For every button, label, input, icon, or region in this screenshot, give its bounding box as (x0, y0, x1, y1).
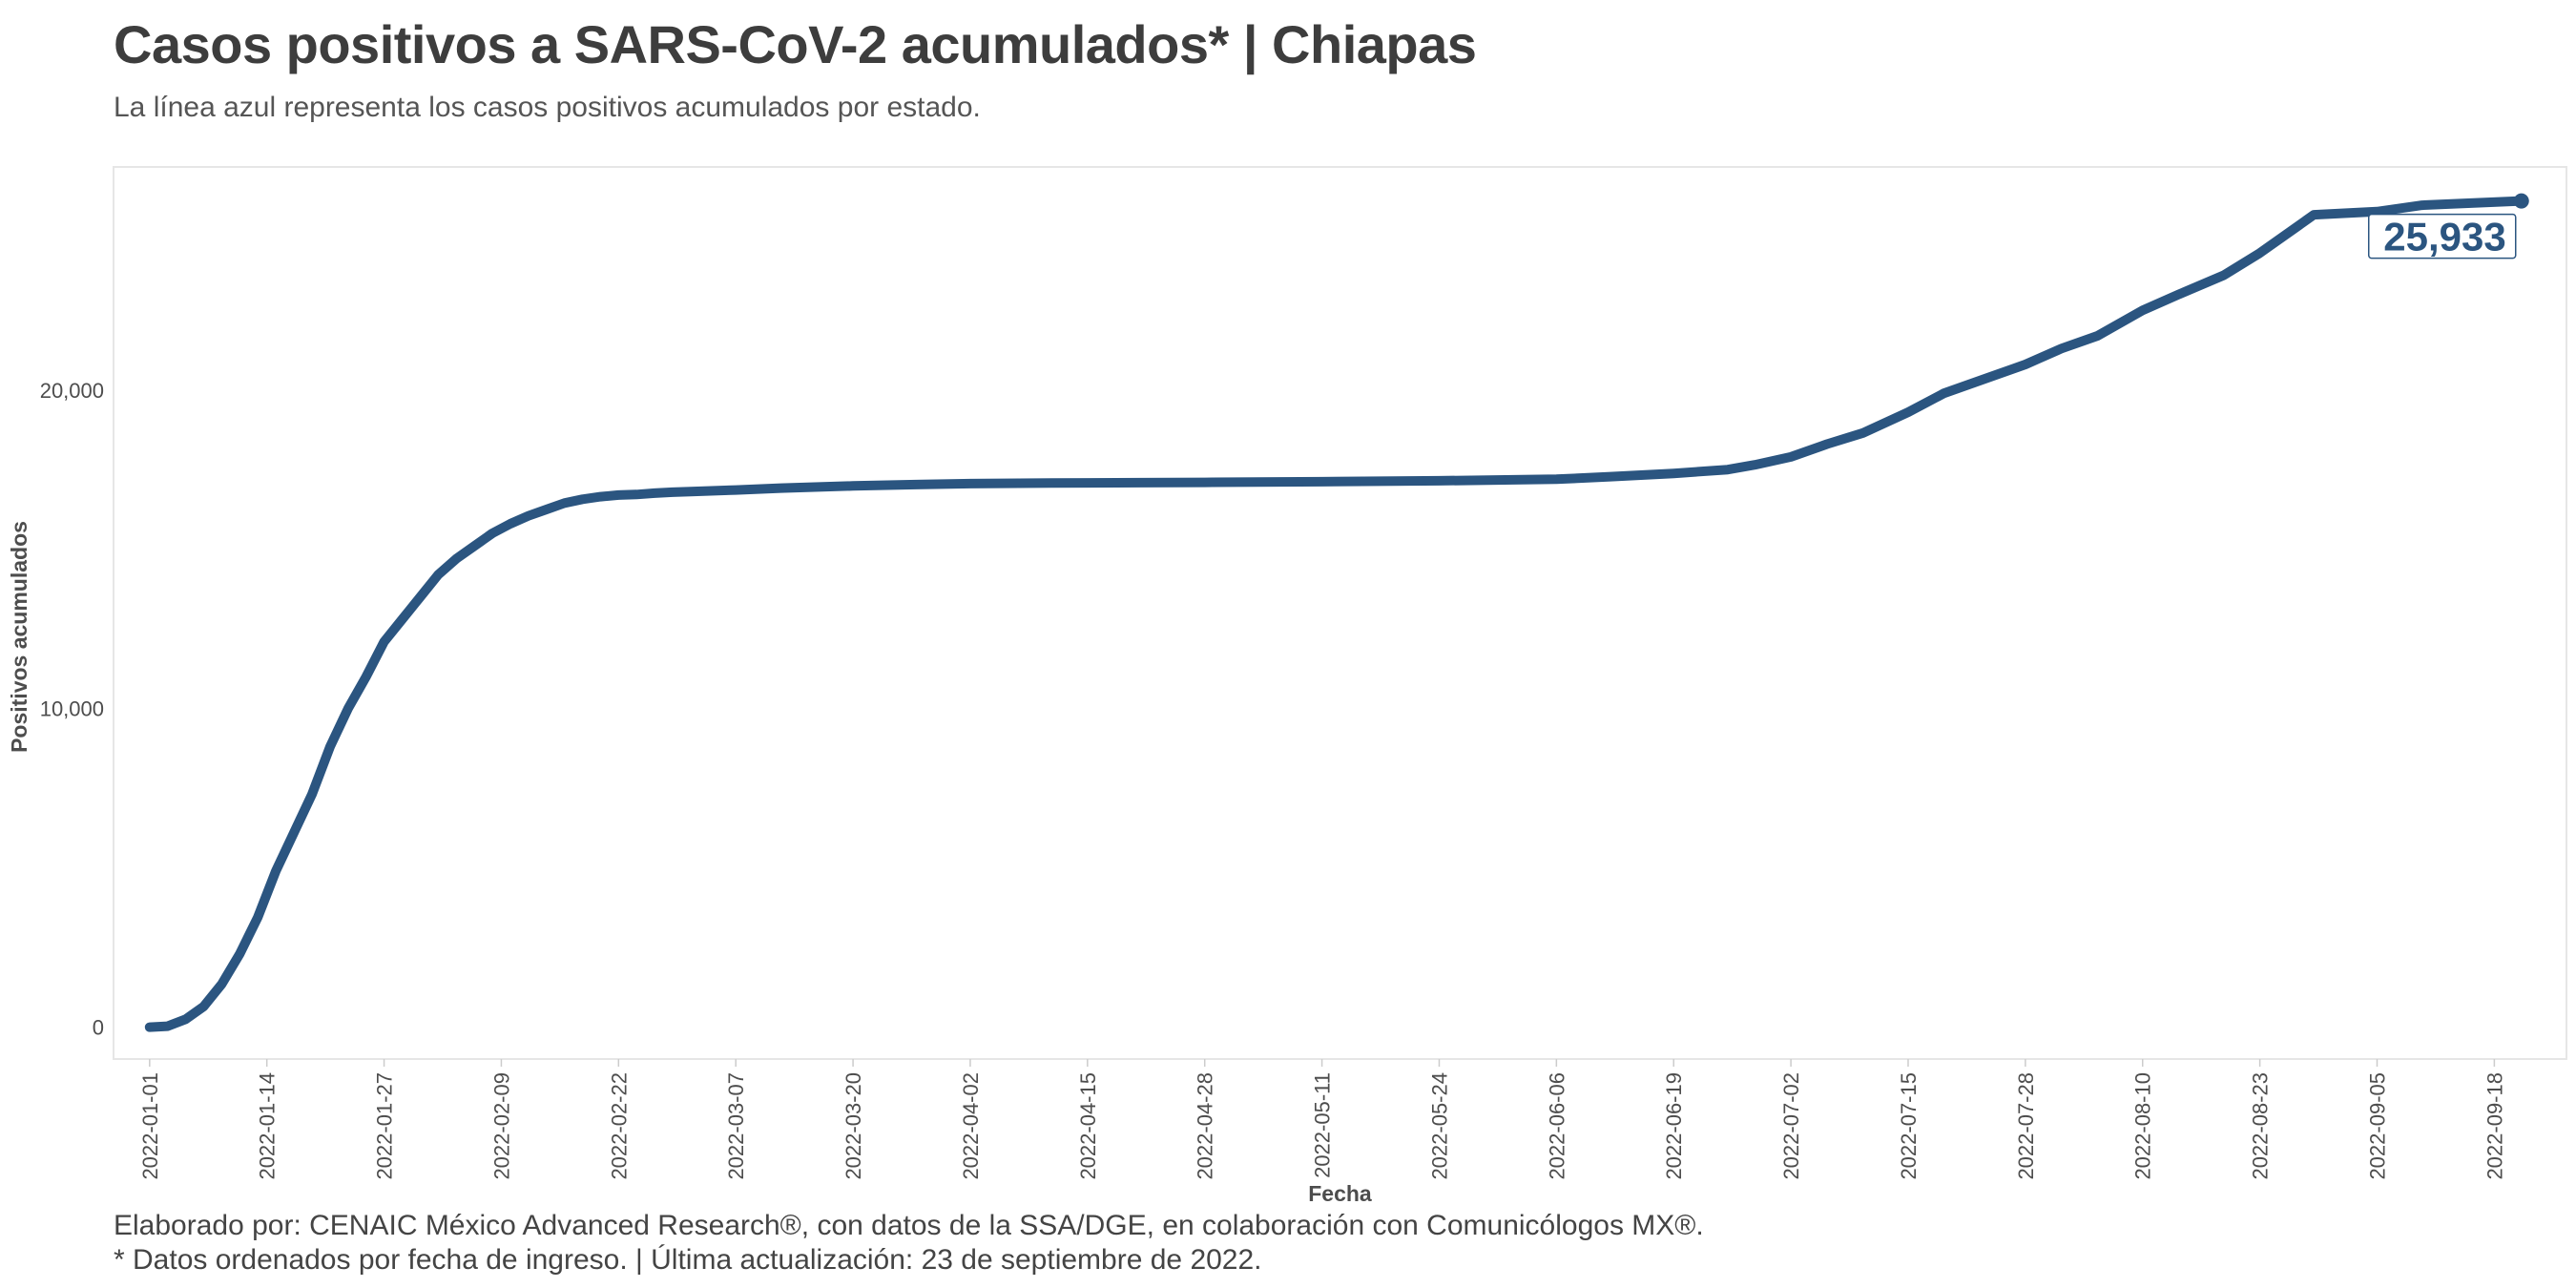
x-tick-label: 2022-04-02 (959, 1072, 983, 1180)
end-point-marker (2513, 193, 2529, 209)
end-label-box (2367, 213, 2517, 260)
x-tick-label: 2022-07-28 (2014, 1072, 2038, 1180)
y-tick-label: 20,000 (40, 379, 104, 403)
x-tick-label: 2022-03-20 (841, 1072, 865, 1180)
x-tick-label: 2022-02-09 (489, 1072, 513, 1180)
chart-subtitle: La línea azul representa los casos posit… (114, 92, 981, 123)
y-axis-title: Positivos acumulados (7, 521, 31, 753)
x-tick-label: 2022-08-10 (2131, 1072, 2155, 1180)
x-tick-label: 2022-05-11 (1311, 1072, 1335, 1178)
x-tick-label: 2022-01-27 (373, 1072, 397, 1180)
caption-credits: Elaborado por: CENAIC México Advanced Re… (114, 1210, 1704, 1241)
x-tick-label: 2022-07-02 (1779, 1072, 1803, 1180)
end-value-label: 25,933 (2383, 215, 2505, 260)
plot-panel (113, 166, 2567, 1060)
y-tick-label: 10,000 (40, 697, 104, 721)
chart-title: Casos positivos a SARS-CoV-2 acumulados*… (114, 14, 1477, 74)
x-tick-label: 2022-09-18 (2483, 1072, 2506, 1180)
x-tick-label: 2022-04-15 (1076, 1072, 1100, 1180)
x-tick-label: 2022-01-14 (256, 1072, 280, 1180)
x-tick-label: 2022-02-22 (607, 1072, 631, 1180)
y-tick-label: 0 (93, 1016, 104, 1040)
x-tick-label: 2022-04-28 (1194, 1072, 1217, 1180)
x-tick-label: 2022-01-01 (138, 1072, 162, 1180)
caption-notes: * Datos ordenados por fecha de ingreso. … (114, 1244, 1262, 1276)
x-tick-label: 2022-08-23 (2249, 1072, 2273, 1180)
x-tick-label: 2022-07-15 (1897, 1072, 1921, 1180)
x-tick-label: 2022-09-05 (2366, 1072, 2390, 1180)
x-axis-title: Fecha (1308, 1181, 1372, 1206)
x-tick-label: 2022-05-24 (1427, 1072, 1451, 1180)
x-tick-label: 2022-06-19 (1662, 1072, 1686, 1180)
series-line-chiapas (144, 196, 2526, 1032)
x-tick-label: 2022-06-06 (1545, 1072, 1568, 1180)
x-tick-label: 2022-03-07 (724, 1072, 748, 1180)
